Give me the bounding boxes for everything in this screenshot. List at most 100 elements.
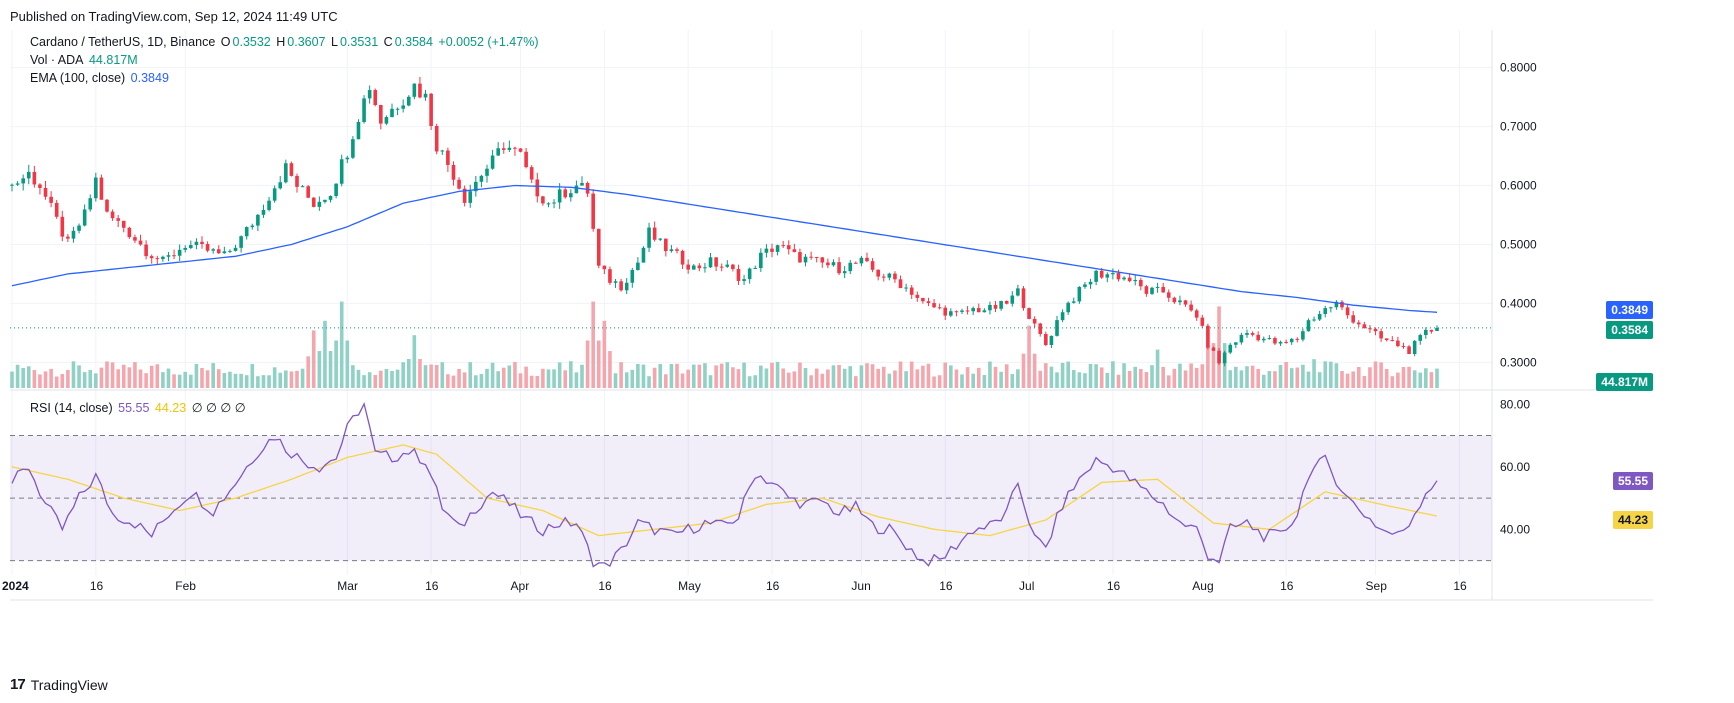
volume-bar bbox=[1256, 368, 1260, 388]
footer-brand[interactable]: 17 TradingView bbox=[10, 676, 108, 693]
candle-body bbox=[345, 157, 350, 160]
candle-body bbox=[474, 181, 478, 192]
volume-bar bbox=[541, 368, 545, 388]
rsi-legend[interactable]: RSI (14, close) 55.55 44.23 ∅ ∅ ∅ ∅ bbox=[30, 400, 248, 415]
volume-bar bbox=[1340, 371, 1344, 388]
candle-body bbox=[1379, 331, 1383, 339]
volume-bar bbox=[691, 364, 696, 388]
volume-bar bbox=[10, 371, 14, 388]
volume-bar bbox=[831, 365, 836, 388]
volume-bar bbox=[552, 369, 556, 388]
candle-body bbox=[803, 256, 808, 263]
grid-layer bbox=[10, 30, 1653, 601]
volume-legend[interactable]: Vol · ADA 44.817M bbox=[30, 53, 140, 67]
candle-body bbox=[915, 294, 920, 298]
volume-bar bbox=[652, 367, 657, 388]
candle-body bbox=[328, 196, 333, 200]
candle-body bbox=[189, 245, 193, 248]
volume-bar bbox=[1060, 362, 1065, 388]
volume-bar bbox=[1021, 353, 1026, 388]
candle-body bbox=[1340, 301, 1344, 308]
volume-bar bbox=[574, 372, 579, 388]
candle-body bbox=[1055, 320, 1059, 336]
volume-bar bbox=[764, 368, 769, 388]
candle-body bbox=[77, 225, 81, 231]
candle-body bbox=[1261, 338, 1266, 341]
volume-bar bbox=[323, 320, 327, 388]
candle-body bbox=[1172, 297, 1177, 303]
volume-bar bbox=[1116, 374, 1121, 388]
symbol-legend[interactable]: Cardano / TetherUS, 1D, Binance O 0.3532 … bbox=[30, 35, 540, 49]
candle-body bbox=[1424, 329, 1428, 336]
volume-bar bbox=[1312, 359, 1316, 388]
candle-body bbox=[144, 244, 148, 257]
volume-bar bbox=[1368, 367, 1372, 388]
candle-body bbox=[1027, 308, 1031, 319]
volume-bar bbox=[412, 335, 417, 388]
candle-body bbox=[99, 177, 104, 200]
volume-bar bbox=[468, 362, 473, 388]
volume-bar bbox=[602, 320, 607, 388]
candle-body bbox=[351, 139, 355, 158]
candle-body bbox=[60, 216, 65, 237]
volume-bar bbox=[703, 363, 707, 388]
candle-body bbox=[172, 255, 176, 257]
candle-body bbox=[602, 265, 607, 270]
candle-body bbox=[591, 193, 595, 229]
volume-bar bbox=[1278, 365, 1283, 388]
candle-body bbox=[317, 201, 322, 207]
volume-bar bbox=[937, 375, 942, 388]
volume-bar bbox=[786, 372, 791, 388]
candle-body bbox=[719, 266, 724, 268]
chart-frame[interactable]: 0.8000 0.7000 0.6000 0.5000 0.4000 0.3000 2024… bbox=[2, 30, 1653, 662]
candle-body bbox=[909, 287, 914, 295]
candle-body bbox=[284, 163, 288, 183]
candle-body bbox=[429, 93, 433, 127]
candle-body bbox=[569, 193, 573, 198]
candle-body bbox=[1200, 317, 1205, 326]
volume-bar bbox=[1429, 372, 1434, 388]
volume-bar bbox=[731, 367, 735, 388]
candle-body bbox=[1066, 302, 1070, 313]
volume-bar bbox=[94, 373, 98, 388]
volume-bar bbox=[1032, 353, 1037, 388]
volume-bar bbox=[613, 373, 618, 388]
candle-body bbox=[278, 182, 283, 189]
volume-bar bbox=[1317, 372, 1322, 388]
volume-bar bbox=[272, 367, 277, 388]
candle-body bbox=[546, 203, 551, 205]
volume-bar bbox=[54, 376, 59, 388]
candle-body bbox=[574, 185, 579, 194]
ohlc-change: +0.0052 (+1.47%) bbox=[438, 35, 539, 49]
ohlc-close: 0.3584 bbox=[394, 35, 433, 49]
candle-body bbox=[434, 126, 439, 152]
candle-body bbox=[485, 168, 489, 176]
candle-body bbox=[1317, 314, 1322, 320]
volume-bar bbox=[747, 376, 752, 388]
volume-bar bbox=[887, 373, 892, 388]
candle-body bbox=[993, 304, 998, 309]
candle-body bbox=[10, 184, 14, 186]
volume-bar bbox=[608, 351, 612, 388]
volume-bar bbox=[719, 363, 724, 388]
candle-body bbox=[1284, 341, 1288, 343]
candle-body bbox=[652, 227, 657, 240]
ema-legend[interactable]: EMA (100, close) 0.3849 bbox=[30, 71, 171, 85]
volume-bar bbox=[194, 364, 199, 388]
volume-bar bbox=[1038, 370, 1043, 388]
candle-body bbox=[88, 198, 93, 210]
chart-svg[interactable]: 0.8000 0.7000 0.6000 0.5000 0.4000 0.3000 2024… bbox=[2, 30, 1653, 662]
symbol-title: Cardano / TetherUS, 1D, Binance bbox=[30, 35, 216, 49]
candle-body bbox=[406, 96, 411, 106]
volume-bar bbox=[742, 362, 746, 388]
volume-bar bbox=[669, 364, 674, 388]
candle-body bbox=[1222, 352, 1227, 364]
volume-bar bbox=[289, 371, 294, 388]
rsi-ma-tag: 44.23 bbox=[1612, 511, 1653, 530]
time-tick-label: Apr bbox=[511, 579, 530, 593]
volume-bar bbox=[99, 367, 104, 388]
volume-bar bbox=[1418, 372, 1423, 388]
rsi-tick-label: 80.00 bbox=[1500, 397, 1530, 411]
tradingview-logo-icon: 17 bbox=[10, 676, 26, 693]
axes: 0.8000 0.7000 0.6000 0.5000 0.4000 0.3000 2024… bbox=[2, 61, 1537, 593]
